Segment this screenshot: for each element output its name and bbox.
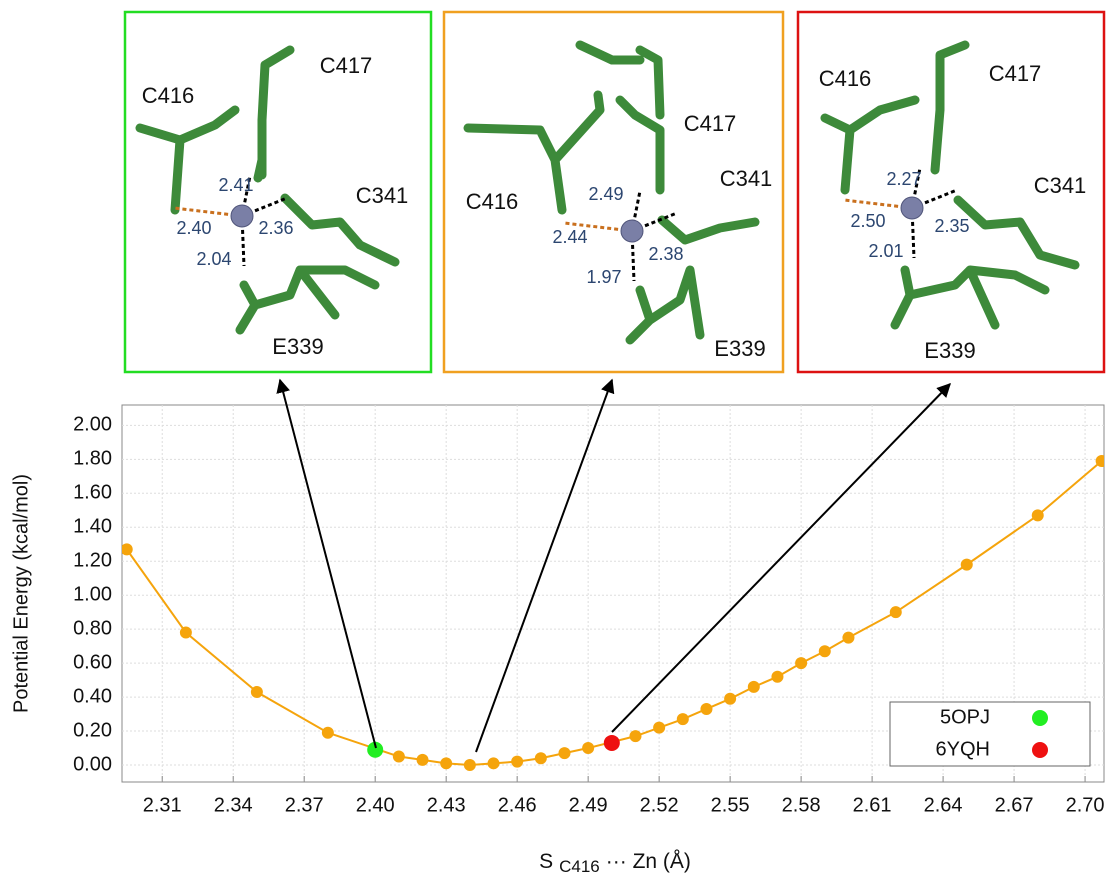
data-point <box>819 645 831 657</box>
x-tick-label: 2.46 <box>498 794 537 816</box>
y-tick-label: 1.80 <box>73 448 112 470</box>
residue-label: E339 <box>714 336 765 361</box>
x-tick-label: 2.67 <box>995 794 1034 816</box>
legend-marker <box>1032 742 1048 758</box>
data-point <box>121 543 133 555</box>
data-point <box>535 752 547 764</box>
x-tick-label: 2.49 <box>569 794 608 816</box>
residue-label: C417 <box>320 53 373 78</box>
distance-label: 1.97 <box>586 267 621 287</box>
x-tick-label: 2.58 <box>782 794 821 816</box>
residue-label: C341 <box>720 166 773 191</box>
y-tick-label: 0.40 <box>73 685 112 707</box>
residue-label: C417 <box>989 61 1042 86</box>
x-tick-label: 2.37 <box>285 794 324 816</box>
data-point <box>464 759 476 771</box>
x-axis-label: S C416 ··· Zn (Å) <box>539 850 691 877</box>
y-axis-label: Potential Energy (kcal/mol) <box>10 474 32 713</box>
data-point <box>653 722 665 734</box>
legend-box <box>890 702 1090 766</box>
x-axis-label-main: S <box>539 850 553 873</box>
distance-label: 2.36 <box>258 218 293 238</box>
residue-label: C341 <box>1034 173 1087 198</box>
residue-label: E339 <box>272 334 323 359</box>
plot: 0.00 0.20 0.40 0.60 0.80 1.00 1.20 1.40 1.60 1.80… <box>10 405 1107 876</box>
y-tick-label: 0.00 <box>73 753 112 775</box>
legend-label: 6YQH <box>936 738 990 760</box>
data-point <box>511 756 523 768</box>
x-axis-label-rest: ··· Zn (Å) <box>606 850 691 873</box>
data-point <box>1096 455 1108 467</box>
x-tick-label: 2.64 <box>924 794 963 816</box>
x-tick-label: 2.40 <box>356 794 395 816</box>
distance-label: 2.38 <box>648 244 683 264</box>
data-point <box>748 681 760 693</box>
data-point <box>582 742 594 754</box>
residue-label: C417 <box>684 111 737 136</box>
x-tick-label: 2.55 <box>711 794 750 816</box>
data-point <box>842 632 854 644</box>
distance-label: 2.50 <box>850 211 885 231</box>
residue-label: C416 <box>819 66 872 91</box>
zinc-atom <box>621 220 643 242</box>
residue-label: E339 <box>924 338 975 363</box>
data-point <box>251 686 263 698</box>
y-tick-label: 1.40 <box>73 516 112 538</box>
distance-label: 2.41 <box>218 175 253 195</box>
distance-label: 2.27 <box>886 169 921 189</box>
y-tick-label: 0.80 <box>73 617 112 639</box>
distance-label: 2.49 <box>588 184 623 204</box>
legend-marker <box>1032 710 1048 726</box>
x-tick-label: 2.61 <box>853 794 892 816</box>
data-point <box>724 693 736 705</box>
data-point <box>322 727 334 739</box>
structure-panels: C416 C417 C341 E339 2.41 2.40 2.36 2.04 C417 C341… <box>125 12 1104 372</box>
x-tick-label: 2.43 <box>427 794 466 816</box>
x-axis-label-sub: C416 <box>559 857 600 876</box>
data-point <box>700 703 712 715</box>
zinc-atom <box>231 205 253 227</box>
figure: C416 C417 C341 E339 2.41 2.40 2.36 2.04 C417 C341… <box>0 0 1108 881</box>
data-point <box>890 606 902 618</box>
data-point <box>795 657 807 669</box>
data-point <box>393 751 405 763</box>
zinc-atom <box>901 197 923 219</box>
distance-label: 2.35 <box>934 216 969 236</box>
x-tick-label: 2.52 <box>640 794 679 816</box>
x-tick-label: 2.34 <box>214 794 253 816</box>
y-tick-label: 1.00 <box>73 583 112 605</box>
legend-label: 5OPJ <box>940 706 990 728</box>
x-tick-label: 2.31 <box>143 794 182 816</box>
y-tick-label: 0.20 <box>73 719 112 741</box>
data-point <box>558 747 570 759</box>
data-point <box>440 757 452 769</box>
data-point <box>1032 509 1044 521</box>
data-point <box>488 757 500 769</box>
x-tick-label: 2.70 <box>1066 794 1105 816</box>
data-point <box>629 730 641 742</box>
distance-label: 2.40 <box>176 218 211 238</box>
distance-label: 2.04 <box>196 249 231 269</box>
y-tick-label: 1.20 <box>73 550 112 572</box>
residue-label: C416 <box>466 189 519 214</box>
y-tick-label: 1.60 <box>73 482 112 504</box>
data-point <box>677 713 689 725</box>
distance-label: 2.44 <box>552 227 587 247</box>
distance-label: 2.01 <box>868 241 903 261</box>
residue-label: C416 <box>142 83 195 108</box>
residue-label: C341 <box>356 183 409 208</box>
data-point <box>604 735 620 751</box>
data-point <box>771 671 783 683</box>
data-point <box>180 627 192 639</box>
y-tick-label: 0.60 <box>73 651 112 673</box>
data-point <box>961 559 973 571</box>
y-tick-label: 2.00 <box>73 414 112 436</box>
data-point <box>417 754 429 766</box>
